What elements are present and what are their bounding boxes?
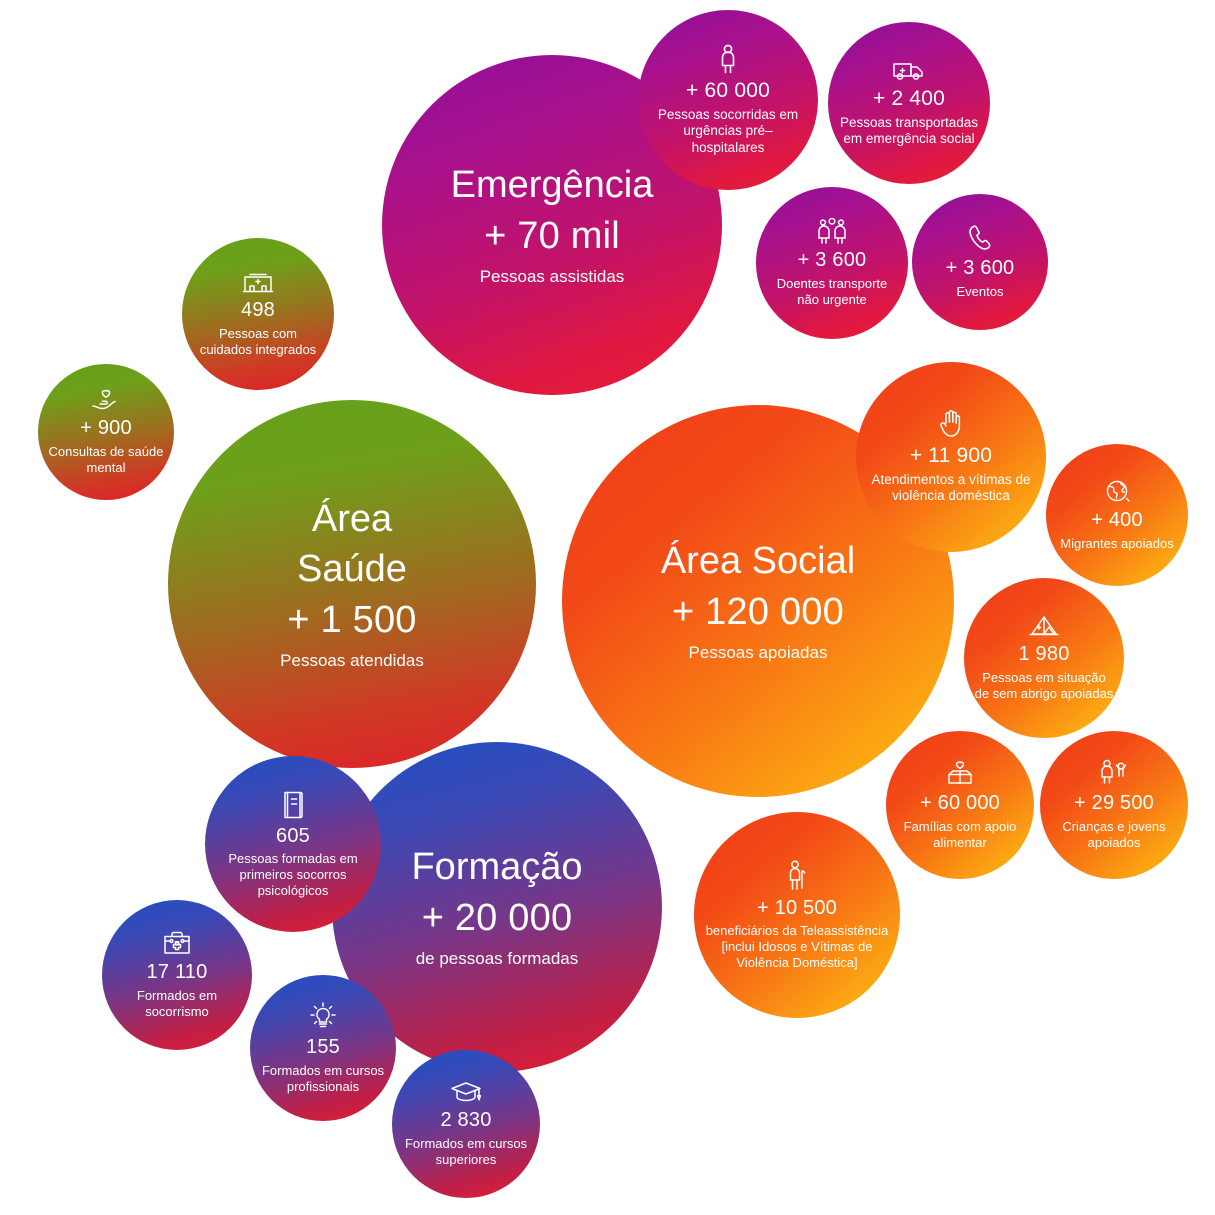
hub-value: + 120 000	[672, 590, 844, 633]
bubble-sat-cuidados-integrados[interactable]: 498 Pessoas com cuidados integrados	[182, 238, 334, 390]
elderly-person-icon	[784, 860, 810, 892]
sat-label: Consultas de saúde mental	[48, 443, 164, 475]
first-aid-kit-icon	[162, 930, 192, 956]
sat-label: Pessoas com cuidados integrados	[199, 325, 317, 357]
bubble-sat-criancas-jovens[interactable]: + 29 500 Crianças e jovens apoiados	[1040, 731, 1188, 879]
tent-icon	[1028, 614, 1060, 638]
bubble-sat-socorrismo[interactable]: 17 110 Formados em socorrismo	[102, 900, 252, 1050]
graduation-cap-icon	[450, 1080, 482, 1104]
sat-value: + 11 900	[909, 444, 993, 468]
sat-label: Pessoas em situação de sem abrigo apoiad…	[974, 669, 1114, 701]
sat-label: Migrantes apoiados	[1060, 535, 1174, 551]
sat-label: Atendimentos a vítimas de violência domé…	[871, 471, 1031, 504]
sat-value: + 2 400	[872, 87, 946, 111]
person-standing-icon	[715, 44, 741, 74]
sat-value: 17 110	[146, 961, 208, 984]
sat-value: + 29 500	[1073, 792, 1154, 815]
bubble-sat-apoio-alimentar[interactable]: + 60 000 Famílias com apoio alimentar	[886, 731, 1034, 879]
bubble-sat-cursos-superiores[interactable]: 2 830 Formados em cursos superiores	[392, 1050, 540, 1198]
bubble-sat-sem-abrigo[interactable]: 1 980 Pessoas em situação de sem abrigo …	[964, 578, 1124, 738]
bubble-sat-eventos[interactable]: + 3 600 Eventos	[912, 194, 1048, 330]
bubble-sat-pessoas-transportadas[interactable]: + 2 400 Pessoas transportadas em emergên…	[828, 22, 990, 184]
bubble-sat-cursos-profissionais[interactable]: 155 Formados em cursos profissionais	[250, 975, 396, 1121]
sat-label: Pessoas socorridas em urgências pré–hosp…	[657, 106, 799, 155]
hub-title-line2: Saúde	[297, 548, 407, 591]
globe-icon	[1104, 478, 1130, 504]
hub-label: de pessoas formadas	[415, 948, 579, 968]
sat-label: Pessoas formadas em primeiros socorros p…	[228, 850, 358, 898]
hub-title: Emergência	[450, 164, 654, 207]
hub-value: + 20 000	[421, 896, 573, 939]
hub-label: Pessoas assistidas	[479, 266, 625, 286]
ambulance-icon	[892, 58, 926, 82]
book-icon	[281, 790, 305, 820]
sat-label: Crianças e jovens apoiados	[1062, 818, 1166, 850]
hospital-icon	[242, 270, 274, 294]
hub-value: + 1 500	[287, 598, 417, 641]
hub-value: + 70 mil	[484, 214, 620, 257]
sat-label: Pessoas transportadas em emergência soci…	[839, 114, 979, 147]
sat-value: 498	[241, 299, 275, 322]
sat-value: + 3 600	[945, 257, 1015, 280]
sat-label: Formados em cursos superiores	[404, 1135, 528, 1167]
sat-value: 2 830	[440, 1109, 492, 1132]
sat-value: 1 980	[1018, 643, 1070, 666]
sat-label: Formados em socorrismo	[136, 987, 218, 1019]
sat-label: Famílias com apoio alimentar	[903, 818, 1017, 850]
sat-label: Formados em cursos profissionais	[261, 1062, 385, 1094]
sat-label: beneficiários da Teleassistência [inclui…	[705, 922, 889, 970]
bubble-hub-area-saude[interactable]: Área Saúde + 1 500 Pessoas atendidas	[168, 400, 536, 768]
hub-title: Formação	[411, 846, 583, 889]
sat-value: + 400	[1091, 509, 1143, 532]
heart-in-hand-icon	[91, 388, 121, 412]
sat-value: 605	[276, 824, 310, 847]
children-icon	[1097, 759, 1131, 787]
hub-title: Área Social	[660, 540, 856, 583]
sat-value: + 60 000	[919, 792, 1000, 815]
sat-label: Eventos	[956, 283, 1004, 299]
bubble-sat-primeiros-socorros-psicologicos[interactable]: 605 Pessoas formadas em primeiros socorr…	[205, 756, 381, 932]
bubble-sat-doentes-transporte[interactable]: + 3 600 Doentes transporte não urgente	[756, 187, 908, 339]
sat-value: 155	[306, 1036, 340, 1059]
hub-label: Pessoas atendidas	[280, 651, 424, 671]
group-people-icon	[815, 218, 849, 245]
sat-value: + 60 000	[686, 78, 770, 102]
sat-value: + 10 500	[756, 896, 837, 919]
hub-label: Pessoas apoiadas	[688, 642, 828, 662]
bubble-sat-migrantes[interactable]: + 400 Migrantes apoiados	[1046, 444, 1188, 586]
food-box-heart-icon	[945, 759, 975, 787]
open-hand-icon	[938, 409, 964, 439]
hub-title-line1: Área	[311, 498, 393, 541]
phone-icon	[967, 224, 993, 252]
bubble-sat-pessoas-socorridas[interactable]: + 60 000 Pessoas socorridas em urgências…	[638, 10, 818, 190]
sat-label: Doentes transporte não urgente	[776, 275, 888, 307]
sat-value: + 3 600	[797, 249, 867, 272]
lightbulb-icon	[309, 1001, 337, 1031]
bubble-sat-violencia-domestica[interactable]: + 11 900 Atendimentos a vítimas de violê…	[856, 362, 1046, 552]
bubble-sat-saude-mental[interactable]: + 900 Consultas de saúde mental	[38, 364, 174, 500]
bubble-sat-teleassistencia[interactable]: + 10 500 beneficiários da Teleassistênci…	[694, 812, 900, 1018]
sat-value: + 900	[80, 417, 132, 440]
